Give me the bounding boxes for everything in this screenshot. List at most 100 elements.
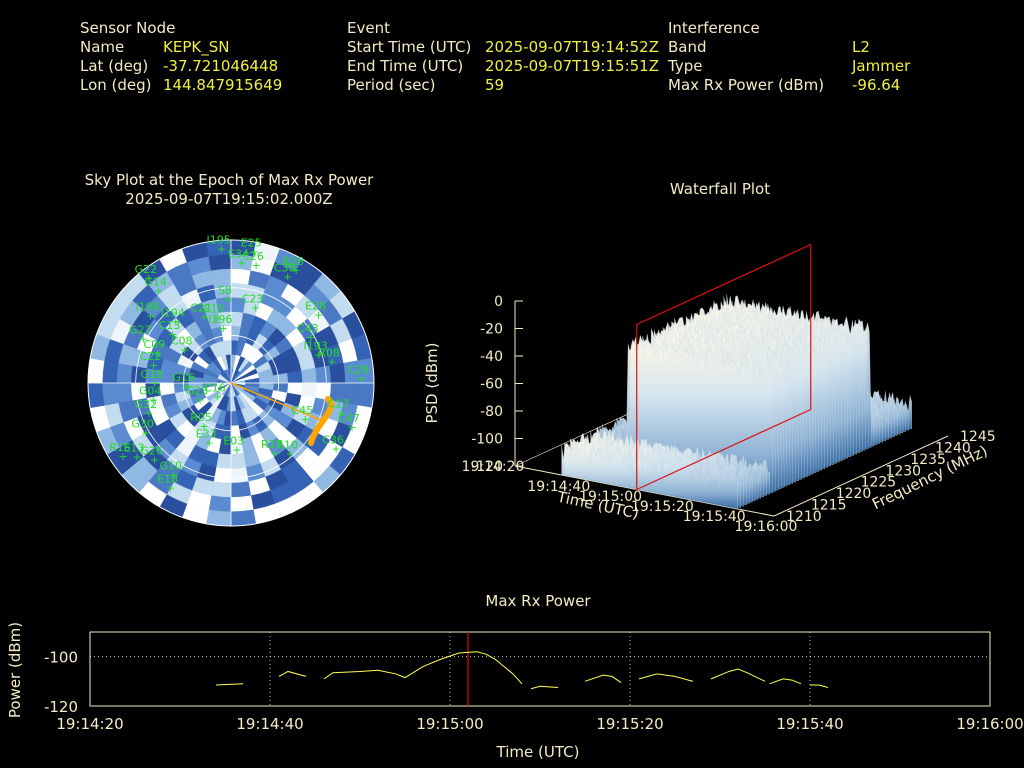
maxrx-trace-segment xyxy=(215,683,244,686)
satellite-marker: + xyxy=(141,426,150,439)
satellite-marker: + xyxy=(132,450,141,463)
maxrx-trace-segment xyxy=(769,678,802,685)
satellite-label: C26 xyxy=(242,250,264,263)
satellite-marker: + xyxy=(232,443,241,456)
satellite-label: G10 xyxy=(159,460,182,473)
satellite-label: E18 xyxy=(157,473,178,486)
waterfall-freq-tick-label: 1230 xyxy=(885,463,921,479)
satellite-marker: + xyxy=(250,246,259,259)
waterfall-freq-tick-label: 1245 xyxy=(960,429,996,445)
satellite-marker: + xyxy=(357,372,366,385)
satellite-label: C21 xyxy=(190,302,212,315)
sensor-lon-label: Lon (deg) xyxy=(80,76,152,94)
waterfall-time-tick-label: 19:15:20 xyxy=(631,499,694,515)
satellite-label: C45 xyxy=(291,404,313,417)
satellite-label: E28 xyxy=(305,300,326,313)
satellite-marker: + xyxy=(327,356,336,369)
maxrx-x-tick-label: 19:15:40 xyxy=(776,715,843,733)
satellite-label: E34 xyxy=(228,248,249,261)
event-start-value: 2025-09-07T19:14:52Z xyxy=(485,38,659,56)
satellite-label: C27 xyxy=(328,398,350,411)
satellite-label: G30 xyxy=(131,417,154,430)
satellite-marker: + xyxy=(286,448,295,461)
satellite-label: G23 xyxy=(186,384,209,397)
satellite-label: C16 xyxy=(204,382,226,395)
satellite-label: G22 xyxy=(135,263,158,276)
sensor-lon-value: 144.847915649 xyxy=(163,76,283,94)
interference-power-label: Max Rx Power (dBm) xyxy=(668,76,825,94)
satellite-label: C29 xyxy=(347,363,369,376)
sky-jammer-track xyxy=(308,396,334,446)
satellite-marker: + xyxy=(337,407,346,420)
satellite-label: C47 xyxy=(338,412,360,425)
waterfall-time-tick-label: 19:15:40 xyxy=(683,509,746,525)
satellite-label: G26 xyxy=(140,444,163,457)
satellite-label: S8 xyxy=(218,284,232,297)
satellite-marker: + xyxy=(205,437,214,450)
event-start-label: Start Time (UTC) xyxy=(347,38,472,56)
satellite-label: I199 xyxy=(136,301,160,314)
satellite-marker: + xyxy=(251,301,260,314)
satellite-marker: + xyxy=(314,349,323,362)
waterfall-freq-tick-label: 1235 xyxy=(910,452,946,468)
skyplot-subtitle: 2025-09-07T19:15:02.000Z xyxy=(125,190,333,208)
waterfall-time-tick-label: 19:15:00 xyxy=(579,489,642,505)
waterfall-z-axis-label: PSD (dBm) xyxy=(423,342,441,423)
sky-satellites: +I195+E25+E34+C26+G22+G14+R26+C38+S8+C23… xyxy=(109,233,369,494)
interference-band-value: L2 xyxy=(852,38,870,56)
satellite-marker: + xyxy=(150,453,159,466)
satellite-label: C22 xyxy=(140,350,162,363)
satellite-marker: + xyxy=(180,343,189,356)
waterfall-time-tick-label: 19:14:20 xyxy=(462,459,525,475)
maxrx-trace-segment xyxy=(710,668,766,682)
maxrx-trace-segment xyxy=(810,684,829,688)
satellite-label: C43 xyxy=(297,322,319,335)
skyplot-title: Sky Plot at the Epoch of Max Rx Power xyxy=(84,171,374,189)
satellite-label: E03 xyxy=(223,434,244,447)
satellite-label: R17 xyxy=(261,438,283,451)
maxrx-x-tick-label: 19:15:00 xyxy=(416,715,483,733)
satellite-marker: + xyxy=(283,270,292,283)
maxrx-x-tick-label: 19:14:40 xyxy=(236,715,303,733)
satellite-marker: + xyxy=(213,391,222,404)
satellite-marker: + xyxy=(314,309,323,322)
satellite-marker: + xyxy=(331,443,340,456)
sensor-lat-value: -37.721046448 xyxy=(163,57,279,75)
satellite-marker: + xyxy=(223,293,232,306)
event-end-value: 2025-09-07T19:15:51Z xyxy=(485,57,659,75)
maxrx-trace-segment xyxy=(278,670,307,677)
satellite-marker: + xyxy=(301,413,310,426)
waterfall-epoch-plane xyxy=(636,243,812,491)
waterfall-freq-tick-label: 1210 xyxy=(786,509,822,525)
satellite-label: E33 xyxy=(196,428,217,441)
waterfall-freq-axis xyxy=(773,435,949,517)
satellite-marker: + xyxy=(347,421,356,434)
satellite-label: R10 xyxy=(276,439,298,452)
waterfall-freq-tick-label: 1215 xyxy=(811,498,847,514)
satellite-label: C09 xyxy=(143,338,165,351)
maxrx-trace-segment xyxy=(638,673,694,682)
waterfall-slice xyxy=(561,442,738,510)
satellite-label: C38 xyxy=(274,261,296,274)
satellite-label: G32 xyxy=(135,398,158,411)
maxrx-trace-segment xyxy=(530,685,559,690)
satellite-marker: + xyxy=(199,420,208,433)
satellite-marker: + xyxy=(196,393,205,406)
waterfall-time-tick-label: 19:14:40 xyxy=(527,479,590,495)
satellite-label: C13 xyxy=(159,319,181,332)
event-title: Event xyxy=(347,19,390,37)
satellite-marker: + xyxy=(144,272,153,285)
waterfall-time-tick-label: 19:16:00 xyxy=(735,519,798,535)
satellite-marker: + xyxy=(154,284,163,297)
satellite-marker: + xyxy=(306,331,315,344)
event-period-label: Period (sec) xyxy=(347,76,436,94)
satellite-marker: + xyxy=(150,377,159,390)
satellite-marker: + xyxy=(149,359,158,372)
waterfall-z-tick-label: -20 xyxy=(480,322,503,338)
satellite-label: E25 xyxy=(241,237,262,250)
satellite-label: E13 xyxy=(124,441,145,454)
satellite-marker: + xyxy=(219,322,228,335)
satellite-marker: + xyxy=(144,407,153,420)
satellite-marker: + xyxy=(171,316,180,329)
